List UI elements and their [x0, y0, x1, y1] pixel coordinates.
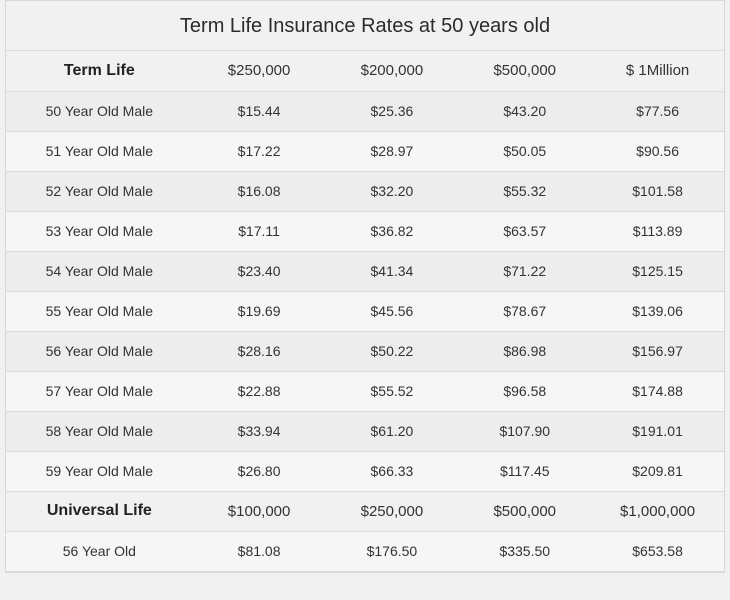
- rate-cell: $45.56: [326, 291, 459, 331]
- rate-cell: $32.20: [326, 171, 459, 211]
- rate-cell: $22.88: [193, 371, 326, 411]
- rates-table-container: Term Life Insurance Rates at 50 years ol…: [5, 0, 725, 573]
- rate-cell: $50.22: [326, 331, 459, 371]
- rate-cell: $15.44: [193, 91, 326, 131]
- column-header: $ 1Million: [591, 51, 724, 91]
- rate-cell: $209.81: [591, 451, 724, 491]
- rate-cell: $90.56: [591, 131, 724, 171]
- table-row: 55 Year Old Male$19.69$45.56$78.67$139.0…: [6, 291, 724, 331]
- table-row: 52 Year Old Male$16.08$32.20$55.32$101.5…: [6, 171, 724, 211]
- table-row: 53 Year Old Male$17.11$36.82$63.57$113.8…: [6, 211, 724, 251]
- rate-cell: $28.16: [193, 331, 326, 371]
- rate-cell: $125.15: [591, 251, 724, 291]
- row-label: 55 Year Old Male: [6, 291, 193, 331]
- rate-cell: $41.34: [326, 251, 459, 291]
- rate-cell: $36.82: [326, 211, 459, 251]
- rate-cell: $174.88: [591, 371, 724, 411]
- table-row: 54 Year Old Male$23.40$41.34$71.22$125.1…: [6, 251, 724, 291]
- row-label: 56 Year Old Male: [6, 331, 193, 371]
- rate-cell: $17.22: [193, 131, 326, 171]
- table-title: Term Life Insurance Rates at 50 years ol…: [6, 1, 724, 51]
- row-label: 51 Year Old Male: [6, 131, 193, 171]
- table-row: 50 Year Old Male$15.44$25.36$43.20$77.56: [6, 91, 724, 131]
- column-header: $250,000: [326, 491, 459, 531]
- column-header: $1,000,000: [591, 491, 724, 531]
- row-label: 59 Year Old Male: [6, 451, 193, 491]
- section-label: Term Life: [6, 51, 193, 91]
- row-label: 53 Year Old Male: [6, 211, 193, 251]
- section-header-row: Universal Life$100,000$250,000$500,000$1…: [6, 491, 724, 531]
- rate-cell: $26.80: [193, 451, 326, 491]
- rate-cell: $78.67: [458, 291, 591, 331]
- rate-cell: $23.40: [193, 251, 326, 291]
- rate-cell: $156.97: [591, 331, 724, 371]
- rate-cell: $66.33: [326, 451, 459, 491]
- rate-cell: $28.97: [326, 131, 459, 171]
- rate-cell: $117.45: [458, 451, 591, 491]
- column-header: $100,000: [193, 491, 326, 531]
- row-label: 52 Year Old Male: [6, 171, 193, 211]
- rate-cell: $25.36: [326, 91, 459, 131]
- row-label: 58 Year Old Male: [6, 411, 193, 451]
- table-row: 56 Year Old$81.08$176.50$335.50$653.58: [6, 531, 724, 571]
- rate-cell: $81.08: [193, 531, 326, 571]
- table-row: 59 Year Old Male$26.80$66.33$117.45$209.…: [6, 451, 724, 491]
- rate-cell: $43.20: [458, 91, 591, 131]
- column-header: $200,000: [326, 51, 459, 91]
- rate-cell: $77.56: [591, 91, 724, 131]
- rate-cell: $86.98: [458, 331, 591, 371]
- rate-cell: $176.50: [326, 531, 459, 571]
- rate-cell: $16.08: [193, 171, 326, 211]
- section-label: Universal Life: [6, 491, 193, 531]
- rate-cell: $61.20: [326, 411, 459, 451]
- rate-cell: $50.05: [458, 131, 591, 171]
- row-label: 56 Year Old: [6, 531, 193, 571]
- rate-cell: $63.57: [458, 211, 591, 251]
- table-row: 57 Year Old Male$22.88$55.52$96.58$174.8…: [6, 371, 724, 411]
- rate-cell: $71.22: [458, 251, 591, 291]
- row-label: 57 Year Old Male: [6, 371, 193, 411]
- rate-cell: $55.32: [458, 171, 591, 211]
- rate-cell: $33.94: [193, 411, 326, 451]
- rate-cell: $17.11: [193, 211, 326, 251]
- row-label: 50 Year Old Male: [6, 91, 193, 131]
- rate-cell: $653.58: [591, 531, 724, 571]
- rate-cell: $55.52: [326, 371, 459, 411]
- rate-cell: $107.90: [458, 411, 591, 451]
- column-header: $500,000: [458, 51, 591, 91]
- section-header-row: Term Life$250,000$200,000$500,000$ 1Mill…: [6, 51, 724, 91]
- rate-cell: $191.01: [591, 411, 724, 451]
- row-label: 54 Year Old Male: [6, 251, 193, 291]
- column-header: $500,000: [458, 491, 591, 531]
- table-row: 58 Year Old Male$33.94$61.20$107.90$191.…: [6, 411, 724, 451]
- rate-cell: $19.69: [193, 291, 326, 331]
- rate-cell: $113.89: [591, 211, 724, 251]
- rates-table: Term Life$250,000$200,000$500,000$ 1Mill…: [6, 51, 724, 572]
- rate-cell: $96.58: [458, 371, 591, 411]
- table-row: 51 Year Old Male$17.22$28.97$50.05$90.56: [6, 131, 724, 171]
- column-header: $250,000: [193, 51, 326, 91]
- table-row: 56 Year Old Male$28.16$50.22$86.98$156.9…: [6, 331, 724, 371]
- rate-cell: $139.06: [591, 291, 724, 331]
- rate-cell: $101.58: [591, 171, 724, 211]
- rate-cell: $335.50: [458, 531, 591, 571]
